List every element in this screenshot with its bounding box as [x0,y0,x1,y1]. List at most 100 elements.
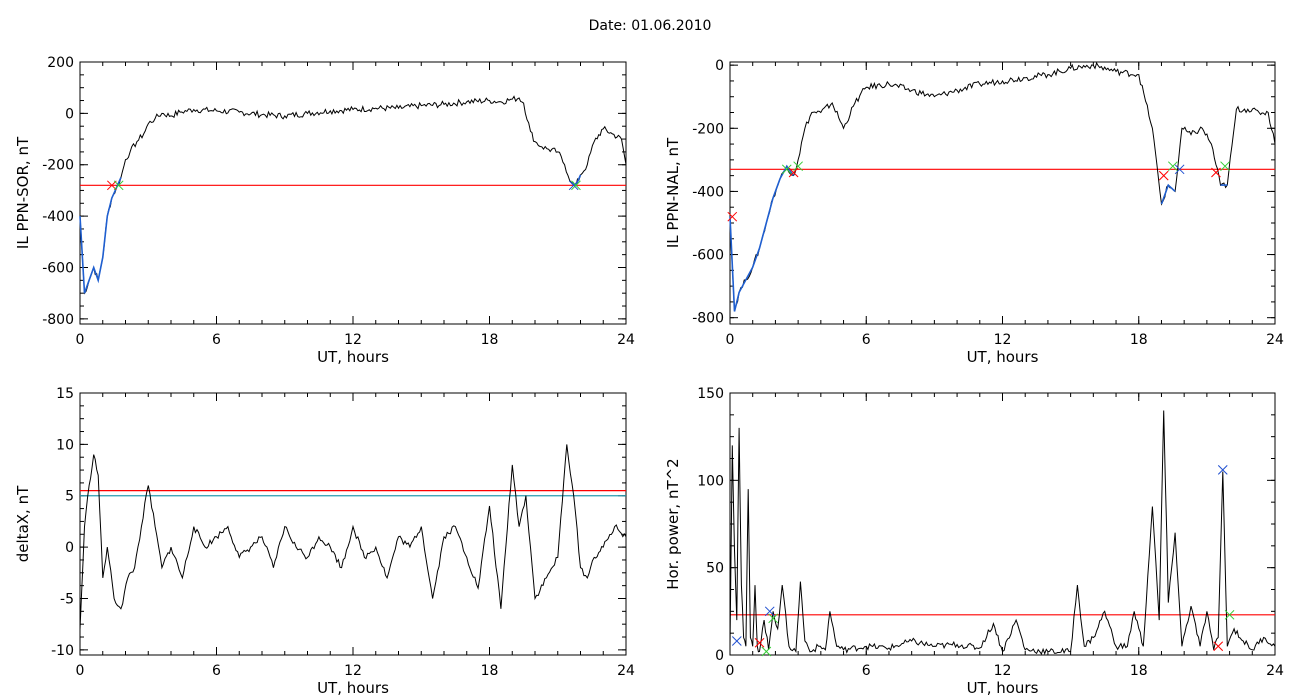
y-tick-label: 0 [65,106,74,122]
y-tick-label: 5 [65,489,74,505]
event-marker [1217,464,1228,475]
series-line [729,61,1276,312]
event-marker [754,637,765,648]
x-tick-label: 18 [481,663,499,679]
y-tick-label: 0 [715,58,724,74]
event-marker [1174,164,1185,175]
marker-stroke [768,613,778,624]
marker-stroke [1158,170,1169,181]
y-tick-label: 100 [697,473,724,489]
event-marker [768,613,778,624]
x-tick-label: 6 [862,332,871,348]
panel-ppn-sor: 0 6 12 18 24 -800 -600 -400 -200 0 200 UT, hours IL … [14,55,635,366]
x-tick-label: 18 [1130,332,1148,348]
event-marker [764,606,775,617]
y-tick-label: 50 [706,561,724,577]
y-tick-label: 0 [715,648,724,664]
event-marker [793,161,803,172]
marker-stroke [727,211,738,222]
event-marker [781,164,792,175]
y-tick-label: 200 [47,55,74,71]
plot-frame [79,61,627,325]
y-axis-label: deltaX, nT [14,485,32,562]
x-tick-label: 12 [344,663,362,679]
plot-frame [729,61,1276,325]
marker-stroke [106,180,117,191]
x-axis-label: UT, hours [967,348,1039,366]
panel-ppn-nal: 0 6 12 18 24 -800 -600 -400 -200 0 UT, hours IL PPN… [664,58,1284,366]
marker-stroke [731,636,742,646]
y-tick-label: -400 [42,209,74,225]
marker-stroke [764,606,775,617]
x-tick-label: 24 [1266,332,1284,348]
x-axis-label: UT, hours [967,679,1039,697]
x-tick-label: 6 [212,663,221,679]
y-tick-label: 10 [56,437,74,453]
y-tick-label: -600 [42,260,74,276]
x-tick-label: 24 [1266,663,1284,679]
event-marker [727,211,738,222]
marker-stroke [1167,161,1178,172]
series-line [79,95,627,295]
event-marker [1224,609,1235,620]
event-marker [1213,641,1224,652]
event-marker [571,180,581,191]
event-marker [1167,161,1178,172]
highlight-segment [79,177,122,294]
event-marker [113,180,124,191]
event-marker [788,167,799,178]
x-tick-label: 0 [726,663,735,679]
x-tick-label: 6 [862,663,871,679]
marker-stroke [754,637,765,648]
y-axis-label: IL PPN-SOR, nT [14,136,32,249]
y-axis-label: IL PPN-NAL, nT [664,137,682,248]
marker-stroke [1224,609,1235,620]
marker-stroke [1174,164,1185,175]
event-marker [1211,167,1221,178]
x-tick-label: 24 [617,663,635,679]
panel-hor-power: 0 6 12 18 24 0 50 100 150 UT, hours Hor. power, nT… [664,386,1284,697]
marker-stroke [793,161,803,172]
x-tick-label: 0 [76,663,85,679]
y-tick-label: 150 [697,386,724,402]
y-tick-label: 0 [65,540,74,556]
marker-stroke [1211,167,1221,178]
marker-stroke [1220,161,1230,172]
marker-stroke [788,167,799,178]
series-line [729,410,1276,656]
x-tick-label: 12 [344,332,362,348]
y-tick-label: -600 [692,248,724,264]
x-tick-label: 12 [994,663,1012,679]
y-tick-label: -200 [42,158,74,174]
series-line [79,444,627,630]
event-marker [568,180,579,191]
marker-stroke [761,646,772,657]
y-tick-label: -10 [51,643,74,659]
marker-stroke [571,180,581,191]
x-axis-label: UT, hours [317,679,389,697]
y-axis-label: Hor. power, nT^2 [664,458,682,589]
marker-stroke [781,164,792,175]
marker-stroke [1217,464,1228,475]
y-tick-label: -800 [42,312,74,328]
x-axis-label: UT, hours [317,348,389,366]
y-tick-label: -5 [60,591,74,607]
y-tick-label: -400 [692,184,724,200]
y-tick-label: 15 [56,386,74,402]
x-tick-label: 0 [726,332,735,348]
x-tick-label: 0 [76,332,85,348]
figure-title: Date: 01.06.2010 [588,18,712,34]
x-tick-label: 18 [481,332,499,348]
plot-frame [79,392,627,656]
event-marker [106,180,117,191]
event-marker [731,636,742,646]
y-tick-label: -800 [692,311,724,327]
marker-stroke [568,180,579,191]
x-tick-label: 12 [994,332,1012,348]
marker-stroke [113,180,124,191]
marker-stroke [1213,641,1224,652]
y-tick-label: -200 [692,121,724,137]
event-marker [1220,161,1230,172]
panel-deltax: 0 6 12 18 24 -10 -5 0 5 10 15 UT, hours deltaX, nT [14,386,635,697]
